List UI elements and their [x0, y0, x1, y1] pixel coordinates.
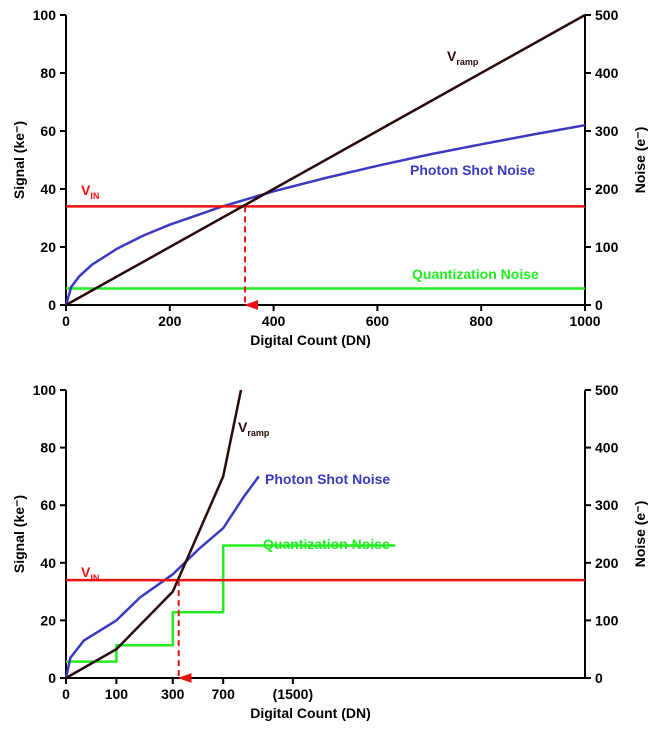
series-line-v-ramp: [65, 13, 586, 307]
y-left-axis-title: Signal (ke⁻): [11, 121, 27, 199]
x-tick-label: 800: [470, 313, 494, 329]
y-right-tick-label: 100: [595, 239, 619, 255]
series-label-v-in: VIN: [81, 564, 99, 583]
series-label-quantization-noise: Quantization Noise: [263, 536, 390, 552]
x-tick-label: 300: [161, 686, 185, 702]
y-left-axis-title: Signal (ke⁻): [11, 495, 27, 573]
y-left-tick-label: 100: [33, 382, 57, 398]
y-right-tick-label: 300: [595, 123, 619, 139]
y-right-tick-label: 300: [595, 497, 619, 513]
y-right-tick-label: 200: [595, 555, 619, 571]
y-right-tick-label: 100: [595, 612, 619, 628]
y-right-tick-label: 0: [595, 297, 603, 313]
y-right-axis-title: Noise (e⁻): [632, 501, 648, 568]
y-left-tick-label: 60: [40, 123, 56, 139]
y-left-tick-label: 80: [40, 440, 56, 456]
series-label-photon-shot-noise: Photon Shot Noise: [410, 162, 535, 178]
y-left-tick-label: 40: [40, 555, 56, 571]
series-label-v-ramp: Vramp: [447, 48, 479, 67]
chart-panel-2: 0 20 40 60 80 100 0 100 200 300 400 500 0 100 300 700 (1…: [11, 382, 648, 721]
x-tick-label: 0: [62, 313, 70, 329]
y-left-tick-label: 20: [40, 612, 56, 628]
y-right-tick-label: 400: [595, 65, 619, 81]
series-label-quantization-noise: Quantization Noise: [412, 266, 539, 282]
y-left-tick-label: 20: [40, 239, 56, 255]
x-tick-label: 1000: [569, 313, 600, 329]
x-tick-label: 600: [366, 313, 390, 329]
y-right-tick-label: 0: [595, 670, 603, 686]
series-line-v-ramp: [65, 389, 243, 680]
y-right-tick-label: 200: [595, 181, 619, 197]
series-line-quantization-noise: [66, 544, 396, 663]
y-left-tick-label: 0: [48, 670, 56, 686]
x-tick-label: 100: [105, 686, 129, 702]
x-tick-label: 400: [262, 313, 286, 329]
y-left-tick-label: 80: [40, 65, 56, 81]
y-left-tick-label: 40: [40, 181, 56, 197]
y-right-axis-title: Noise (e⁻): [632, 127, 648, 194]
x-axis-title: Digital Count (DN): [250, 332, 371, 348]
x-tick-label: 0: [62, 686, 70, 702]
x-tick-label: 200: [158, 313, 182, 329]
y-left-tick-label: 60: [40, 497, 56, 513]
y-left-tick-label: 0: [48, 297, 56, 313]
x-tick-label: (1500): [273, 686, 313, 702]
series-line-photon-shot-noise: [64, 475, 260, 679]
x-axis-title: Digital Count (DN): [250, 705, 371, 721]
series-label-photon-shot-noise: Photon Shot Noise: [265, 471, 390, 487]
series-label-v-ramp: Vramp: [238, 419, 270, 438]
x-tick-label: 700: [212, 686, 236, 702]
y-right-tick-label: 500: [595, 7, 619, 23]
y-right-tick-label: 400: [595, 440, 619, 456]
series-label-v-in: VIN: [81, 182, 99, 201]
y-right-tick-label: 500: [595, 382, 619, 398]
y-left-tick-label: 100: [33, 7, 57, 23]
